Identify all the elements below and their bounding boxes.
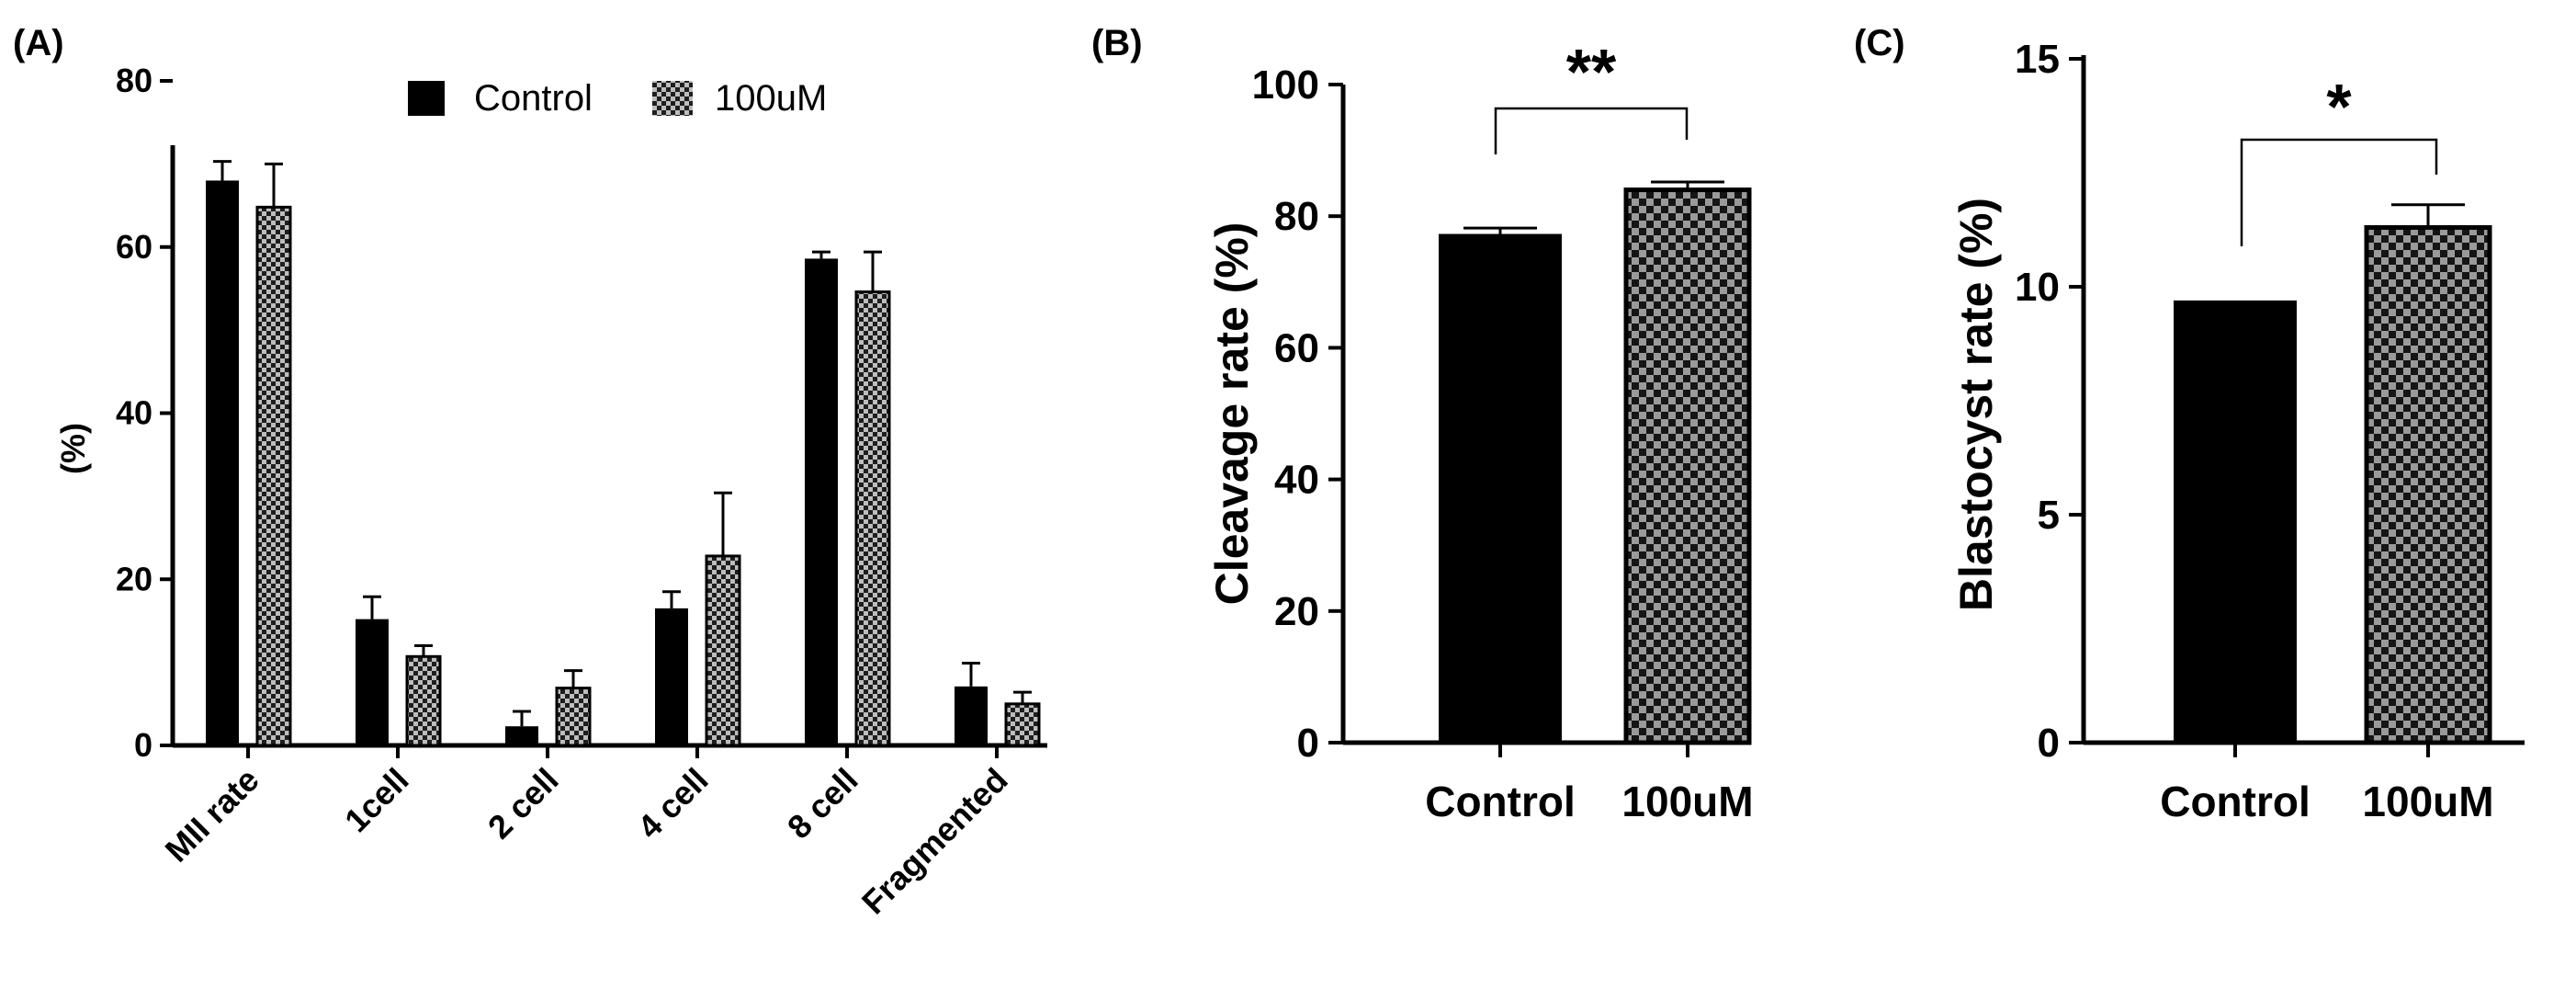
y-tick-label: 0 <box>1297 721 1319 766</box>
legend-swatch-control <box>408 81 445 116</box>
y-tick-label: 60 <box>116 228 153 266</box>
error-bar <box>962 662 980 687</box>
y-tick-label: 40 <box>116 394 153 432</box>
y-tick-label: 0 <box>134 726 153 764</box>
bar-control-4-cell <box>655 608 688 745</box>
error-bar <box>714 491 732 556</box>
panel-a-label: (A) <box>13 23 64 63</box>
x-tick-label: 8 cell <box>780 761 865 847</box>
x-tick-label: 100uM <box>1621 778 1753 825</box>
y-tick-label: 80 <box>1274 194 1319 239</box>
bar-control-2-cell <box>505 726 538 745</box>
bar-100um-mii-rate <box>255 205 292 747</box>
error-bar <box>513 710 531 727</box>
bar-100um <box>1623 188 1752 745</box>
error-bar <box>2391 203 2465 228</box>
y-axis-label: Blastocyst rate (%) <box>1950 198 2002 611</box>
significance-bracket <box>2240 138 2438 246</box>
bar-control-1cell <box>356 619 389 745</box>
significance-marker: * <box>2326 71 2352 142</box>
error-bar <box>213 160 232 181</box>
legend-swatch-100um <box>652 81 693 116</box>
error-bar <box>363 595 381 619</box>
bar-control-fragmented <box>955 686 988 745</box>
x-tick-label: MII rate <box>158 761 266 869</box>
error-bar <box>1013 690 1032 704</box>
significance-marker: ** <box>1566 36 1617 108</box>
error-bar <box>812 250 830 259</box>
error-bar <box>662 590 681 608</box>
bar-control-8-cell <box>805 258 838 746</box>
error-bar <box>1463 226 1537 234</box>
y-tick-label: 15 <box>2015 37 2060 82</box>
legend-label-control: Control <box>474 78 593 119</box>
significance-bracket <box>1494 107 1689 154</box>
y-tick-label: 60 <box>1274 325 1319 370</box>
error-bar <box>864 250 882 292</box>
panel-b: (B) 0 20 40 60 80 100 Control 100uM ** Cleavag… <box>1091 23 1754 825</box>
error-bar <box>414 644 433 657</box>
y-tick-label: 40 <box>1274 458 1319 503</box>
y-tick-label: 10 <box>2015 265 2060 310</box>
x-tick-label: 1cell <box>337 761 416 840</box>
panel-b-label: (B) <box>1091 23 1143 63</box>
error-bar <box>265 162 283 208</box>
panel-c: (C) 0 5 10 15 Control 100uM * Blastocyst rat… <box>1854 23 2525 825</box>
bar-100um-fragmented <box>1004 702 1041 747</box>
panel-c-label: (C) <box>1854 23 1905 63</box>
panel-a: (A) Control 100uM 0 20 40 60 80 MII rate 1cel… <box>13 23 1047 921</box>
error-bar <box>564 669 582 688</box>
legend: Control 100uM <box>408 78 827 119</box>
x-tick-label: 2 cell <box>480 761 566 847</box>
x-tick-label: 4 cell <box>630 761 716 847</box>
bar-100um <box>2364 225 2492 745</box>
y-tick-label: 20 <box>116 560 153 597</box>
y-axis-label: Cleavage rate (%) <box>1206 222 1258 606</box>
y-tick-label: 0 <box>2038 721 2060 766</box>
bar-control <box>1439 233 1562 744</box>
y-tick-label: 80 <box>116 62 153 99</box>
x-tick-label: Control <box>1425 778 1576 825</box>
y-tick-label: 20 <box>1274 589 1319 634</box>
bar-100um-2-cell <box>555 687 592 747</box>
bar-100um-4-cell <box>705 554 741 747</box>
legend-label-100um: 100uM <box>715 78 827 119</box>
x-tick-label: 100uM <box>2362 778 2493 825</box>
bar-control-mii-rate <box>206 180 239 745</box>
x-tick-label: Control <box>2160 778 2310 825</box>
x-tick-label: Fragmented <box>854 761 1015 922</box>
bar-100um-8-cell <box>854 290 891 747</box>
y-tick-label: 100 <box>1252 62 1319 108</box>
bar-100um-1cell <box>405 654 442 747</box>
y-axis-label: (%) <box>54 423 92 474</box>
bar-control <box>2174 300 2297 743</box>
y-tick-label: 5 <box>2038 493 2060 538</box>
